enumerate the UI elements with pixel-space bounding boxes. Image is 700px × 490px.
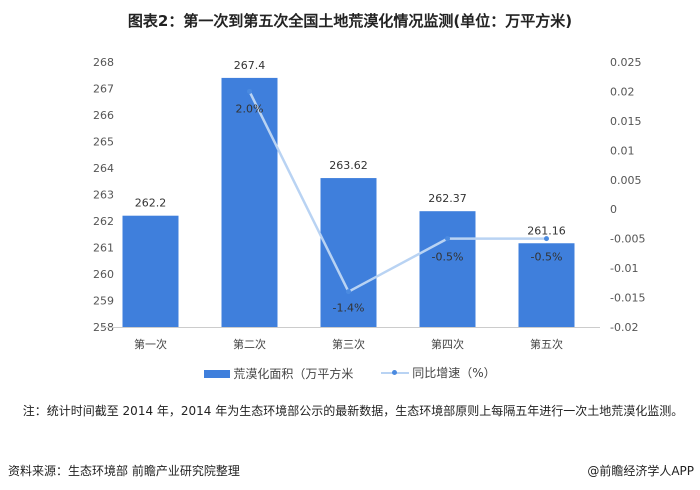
x-tick-label: 第五次 [530,337,563,351]
left-tick-label: 264 [93,162,114,175]
right-tick-label: 0.005 [610,174,642,187]
chart-plot: 258259260261262263264265266267268-0.02-0… [93,56,645,351]
line-point [346,289,351,295]
x-tick-label: 第二次 [233,337,266,351]
left-tick-label: 268 [93,56,114,69]
footnote: 注：统计时间截至 2014 年，2014 年为生态环境部公示的最新数据，生态环境… [22,404,684,418]
line-point [445,236,450,242]
right-tick-label: 0.025 [610,56,642,69]
brand-text: @前瞻经济学人APP [587,464,694,478]
bar-data-label: 263.62 [329,159,368,172]
chart-title: 图表2：第一次到第五次全国土地荒漠化情况监测(单位：万平方米) [127,12,573,30]
right-tick-label: -0.005 [610,233,645,246]
line-data-label: -0.5% [432,251,464,264]
right-tick-label: 0 [610,203,617,216]
bar-data-label: 261.16 [527,224,566,237]
bar [122,215,179,327]
bar [518,243,575,327]
x-tick-label: 第三次 [332,337,365,351]
x-tick-label: 第四次 [431,337,464,351]
bar-data-label: 262.2 [135,197,167,210]
line-series [248,90,547,294]
line-data-label: -1.4% [333,302,365,315]
left-tick-label: 260 [93,268,114,281]
legend-item-bar: 荒漠化面积（万平方米 [204,365,353,382]
legend-line-swatch [381,368,410,378]
bar-data-label: 267.4 [234,59,266,72]
right-tick-label: -0.01 [610,262,638,275]
line-point [544,236,549,242]
legend-label: 同比增速（%） [412,366,496,380]
left-tick-label: 267 [93,83,114,96]
left-tick-label: 261 [93,242,114,255]
line-data-label: -0.5% [531,251,563,264]
left-tick-label: 266 [93,109,114,122]
left-tick-label: 265 [93,136,114,149]
right-tick-label: -0.02 [610,321,638,334]
legend: 荒漠化面积（万平方米 同比增速（%） [0,364,700,382]
legend-bar-swatch [204,369,231,378]
right-tick-label: 0.015 [610,115,642,128]
left-tick-label: 259 [93,295,114,308]
legend-item-line: 同比增速（%） [381,364,496,381]
bar [419,211,476,327]
source-text: 资料来源：生态环境部 前瞻产业研究院整理 [8,464,240,478]
line-data-label: 2.0% [236,102,264,115]
x-tick-label: 第一次 [134,337,167,351]
left-tick-label: 263 [93,189,114,202]
line-point [247,88,252,94]
legend-label: 荒漠化面积（万平方米 [233,367,354,381]
left-tick-label: 262 [93,215,114,228]
bar-data-label: 262.37 [428,192,467,205]
right-tick-label: 0.02 [610,85,635,98]
right-tick-label: 0.01 [610,144,635,157]
bar [221,77,278,328]
right-tick-label: -0.015 [610,292,645,305]
